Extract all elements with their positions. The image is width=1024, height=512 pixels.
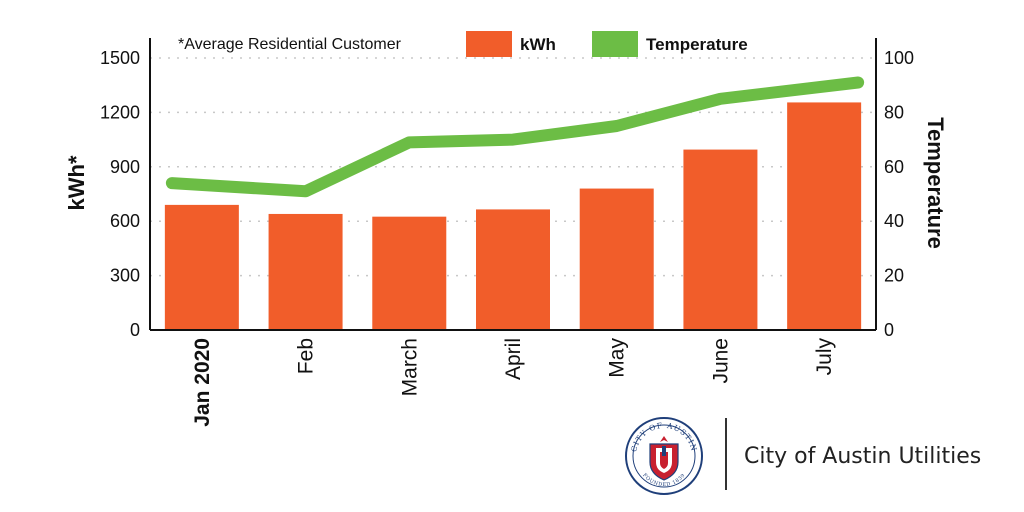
- x-tick-label: April: [502, 338, 525, 380]
- x-tick-label: Jan 2020: [191, 338, 214, 427]
- bar-march: [372, 216, 447, 330]
- y-right-tick-label: 60: [884, 157, 904, 177]
- x-tick-label: June: [709, 338, 732, 384]
- x-tick-label: May: [606, 338, 629, 378]
- bar-july: [787, 102, 862, 330]
- line-series-temperature: [165, 76, 865, 198]
- y-right-tick-label: 40: [884, 211, 904, 231]
- x-tick-label: July: [813, 338, 836, 376]
- y-tick-label: 300: [110, 266, 140, 286]
- category-labels: Jan 2020 Feb March April May June July: [191, 338, 836, 427]
- y-axis-right-title: Temperature: [923, 117, 948, 249]
- y-axis-title: kWh*: [64, 155, 89, 210]
- y-right-tick-label: 80: [884, 102, 904, 122]
- y-tick-label: 0: [130, 320, 140, 340]
- right-axis-ticks: 0 20 40 60 80 100: [884, 48, 914, 340]
- logo-divider: [725, 418, 727, 490]
- y-tick-label: 600: [110, 211, 140, 231]
- legend-annotation: *Average Residential Customer: [178, 36, 402, 53]
- bar-feb: [268, 213, 343, 330]
- legend-label-kwh: kWh: [520, 35, 556, 54]
- y-tick-label: 1200: [100, 102, 140, 122]
- city-seal-logo: CITY OF AUSTIN FOUNDED 1839: [625, 417, 703, 495]
- y-tick-label: 1500: [100, 48, 140, 68]
- bar-jan-2020: [164, 204, 239, 330]
- bar-may: [579, 188, 654, 330]
- y-right-tick-label: 20: [884, 266, 904, 286]
- y-right-tick-label: 0: [884, 320, 894, 340]
- left-axis-ticks: 0 300 600 900 1200 1500: [100, 48, 140, 340]
- bar-series-kwh: [164, 102, 862, 330]
- legend-label-temperature: Temperature: [646, 35, 748, 54]
- y-right-tick-label: 100: [884, 48, 914, 68]
- bar-june: [683, 149, 758, 330]
- bar-april: [476, 209, 550, 330]
- temperature-line: [165, 76, 865, 198]
- axes: [149, 38, 877, 331]
- y-tick-label: 900: [110, 157, 140, 177]
- organization-name: City of Austin Utilities: [744, 444, 982, 469]
- legend: *Average Residential Customer kWh Temper…: [178, 31, 748, 57]
- legend-swatch-temperature: [592, 31, 638, 57]
- x-tick-label: Feb: [295, 338, 318, 374]
- x-tick-label: March: [398, 338, 421, 396]
- legend-swatch-kwh: [466, 31, 512, 57]
